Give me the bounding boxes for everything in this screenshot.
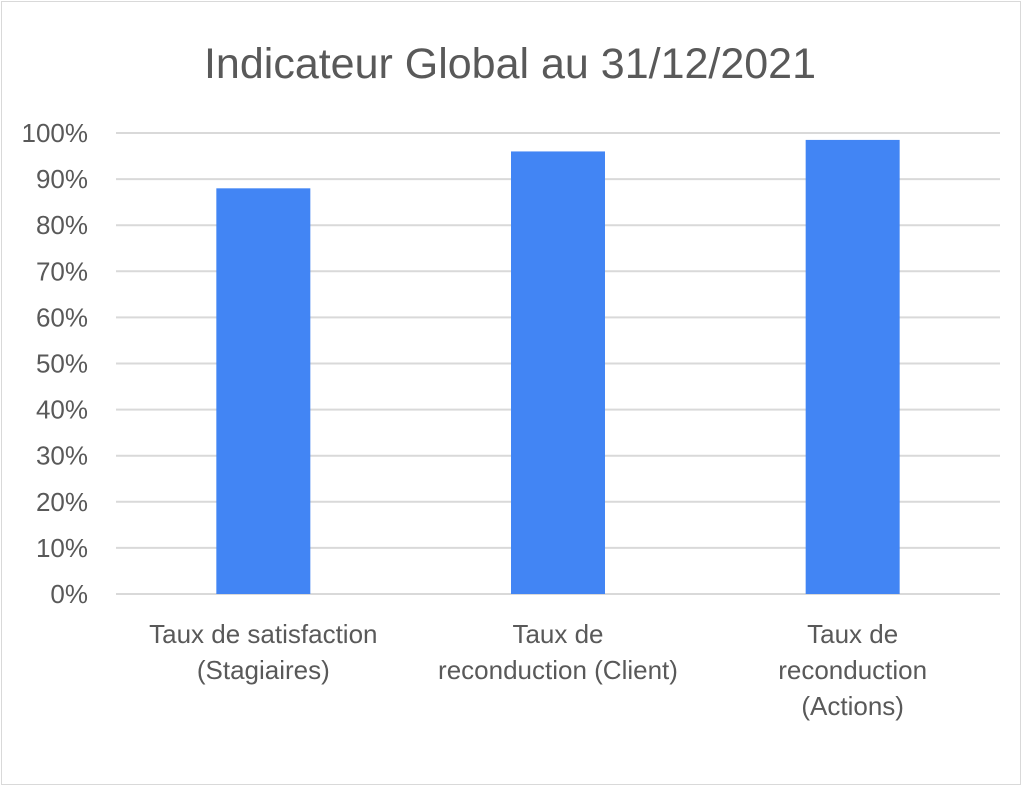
x-category-label: Taux de satisfaction (Stagiaires) <box>149 619 377 685</box>
x-axis-category-labels: Taux de satisfaction (Stagiaires) Taux de r… <box>149 619 927 721</box>
chart-title: Indicateur Global au 31/12/2021 <box>204 40 816 88</box>
y-tick-label: 0% <box>50 579 88 609</box>
y-tick-label: 50% <box>36 349 88 379</box>
y-tick-label: 20% <box>36 487 88 517</box>
y-tick-label: 60% <box>36 302 88 332</box>
bar <box>805 139 900 595</box>
y-tick-label: 80% <box>36 210 88 240</box>
bars <box>216 139 900 595</box>
y-tick-label: 70% <box>36 256 88 286</box>
y-axis-tick-labels: 0% 10% 20% 30% 40% 50% 60% 70% 80% 90% 100% <box>22 118 89 609</box>
x-category-label: Taux de reconduction (Client) <box>438 619 678 685</box>
y-tick-label: 90% <box>36 164 88 194</box>
y-tick-label: 100% <box>22 118 89 148</box>
y-tick-label: 30% <box>36 441 88 471</box>
y-tick-label: 10% <box>36 533 88 563</box>
y-tick-label: 40% <box>36 395 88 425</box>
bar <box>216 188 311 594</box>
bar <box>511 151 605 594</box>
x-category-label: Taux de reconduction (Actions) <box>778 619 927 721</box>
